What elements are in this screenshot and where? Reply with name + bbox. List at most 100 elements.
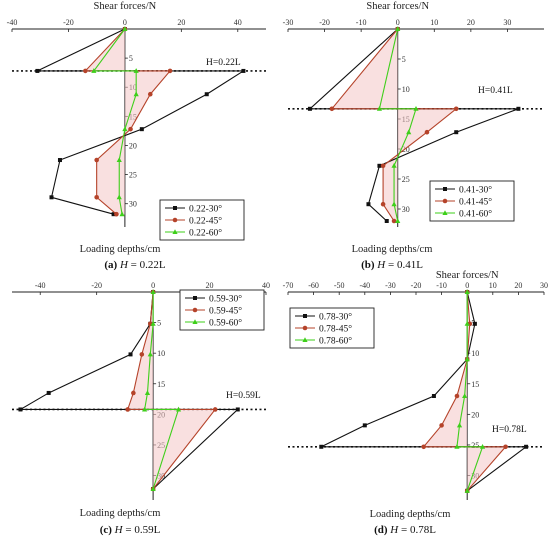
data-point <box>128 126 133 132</box>
legend-label: 0.22-60° <box>189 228 222 239</box>
data-point <box>128 352 133 357</box>
x-tick-label: 10 <box>430 18 438 27</box>
data-point <box>235 407 240 412</box>
y-axis-title: Loading depths/cm <box>370 509 451 520</box>
x-tick-label: -70 <box>283 281 294 290</box>
legend-marker <box>443 187 447 191</box>
caption-variable: H <box>389 524 399 536</box>
data-point <box>147 91 153 97</box>
data-point <box>439 423 444 428</box>
legend: 0.78-30°0.78-45°0.78-60° <box>289 307 375 349</box>
legend-item: 0.41-60° <box>435 209 492 220</box>
data-point <box>125 407 131 412</box>
series-path <box>456 292 484 492</box>
series-path <box>92 28 137 215</box>
y-tick-label: 5 <box>402 55 406 64</box>
x-tick-label: -20 <box>91 281 102 290</box>
legend-label: 0.59-60° <box>209 318 242 329</box>
legend-label: 0.78-30° <box>319 312 352 323</box>
legend-label: 0.41-45° <box>459 197 492 208</box>
legend: 0.59-30°0.59-45°0.59-60° <box>179 289 265 331</box>
data-point <box>391 163 397 168</box>
x-tick-label: 10 <box>489 281 497 290</box>
panel-caption: (a) H = 0.22L <box>104 259 165 271</box>
data-point <box>366 202 371 207</box>
legend-item: 0.78-60° <box>295 336 352 347</box>
caption-letter: (b) <box>361 259 375 271</box>
x-tick-label: -60 <box>308 281 319 290</box>
data-point <box>49 195 54 200</box>
legend-marker <box>173 206 177 210</box>
legend-marker <box>302 325 308 331</box>
y-tick-label: 30 <box>129 200 137 209</box>
data-point <box>150 289 156 294</box>
data-point <box>464 289 470 294</box>
caption-value: = 0.78L <box>398 524 436 536</box>
data-point <box>307 106 312 111</box>
x-tick-label: 20 <box>206 281 214 290</box>
data-point <box>94 195 99 200</box>
legend-item: 0.22-45° <box>165 216 222 227</box>
x-tick-label: -50 <box>334 281 345 290</box>
x-tick-label: 30 <box>503 18 511 27</box>
data-point <box>204 92 209 97</box>
data-point <box>150 486 156 491</box>
data-point <box>167 68 173 74</box>
data-point <box>175 406 182 412</box>
legend-item: 0.59-30° <box>185 294 242 305</box>
panel-caption: (d) H = 0.78L <box>374 524 436 536</box>
y-tick-label: 10 <box>157 349 165 358</box>
y-axis-title: Loading depths/cm <box>80 508 161 519</box>
y-tick-label: 15 <box>471 380 479 389</box>
legend-item: 0.41-45° <box>435 197 492 208</box>
legend-marker <box>442 210 448 215</box>
x-tick-label: -40 <box>359 281 370 290</box>
legend-label: 0.59-30° <box>209 294 242 305</box>
data-point <box>406 129 412 135</box>
data-point <box>329 106 335 112</box>
y-axis-title: Loading depths/cm <box>352 244 433 255</box>
data-point <box>122 26 128 31</box>
data-point <box>147 351 153 357</box>
legend-marker <box>442 198 448 204</box>
caption-letter: (c) <box>100 524 113 536</box>
x-tick-label: -20 <box>411 281 422 290</box>
legend-label: 0.78-45° <box>319 324 352 335</box>
y-tick-label: 10 <box>402 85 410 94</box>
shaded-region <box>127 292 216 489</box>
data-point <box>454 393 460 399</box>
data-point <box>83 68 88 74</box>
caption-letter: (d) <box>374 524 388 536</box>
legend-marker <box>192 319 198 324</box>
legend-marker <box>303 314 307 318</box>
caption-variable: H <box>376 259 386 271</box>
x-tick-label: -10 <box>356 18 367 27</box>
y-tick-label: 20 <box>129 141 137 150</box>
legend-item: 0.78-30° <box>295 312 352 323</box>
legend-label: 0.59-45° <box>209 306 242 317</box>
load-height-label: H=0.59L <box>226 391 261 401</box>
x-tick-label: 30 <box>540 281 548 290</box>
x-tick-label: 0 <box>123 18 127 27</box>
series-path <box>37 28 246 215</box>
data-point <box>479 443 486 449</box>
legend-marker <box>172 217 178 223</box>
caption-letter: (a) <box>104 259 117 271</box>
series-line <box>142 289 182 491</box>
caption-variable: H <box>114 524 124 536</box>
x-axis-title: Shear forces/N <box>94 1 157 12</box>
data-point <box>395 218 401 223</box>
panel-caption: (c) H = 0.59L <box>100 524 161 536</box>
data-point <box>133 91 139 97</box>
y-tick-label: 20 <box>471 410 479 419</box>
caption-value: = 0.22L <box>128 259 166 271</box>
data-point <box>462 393 468 398</box>
data-point <box>119 211 125 217</box>
data-point <box>454 443 460 449</box>
x-tick-label: -40 <box>35 281 46 290</box>
x-tick-label: -20 <box>319 18 330 27</box>
y-tick-label: 15 <box>157 380 165 389</box>
data-point <box>319 444 324 449</box>
y-tick-label: 10 <box>471 349 479 358</box>
y-tick-label: 25 <box>471 441 479 450</box>
